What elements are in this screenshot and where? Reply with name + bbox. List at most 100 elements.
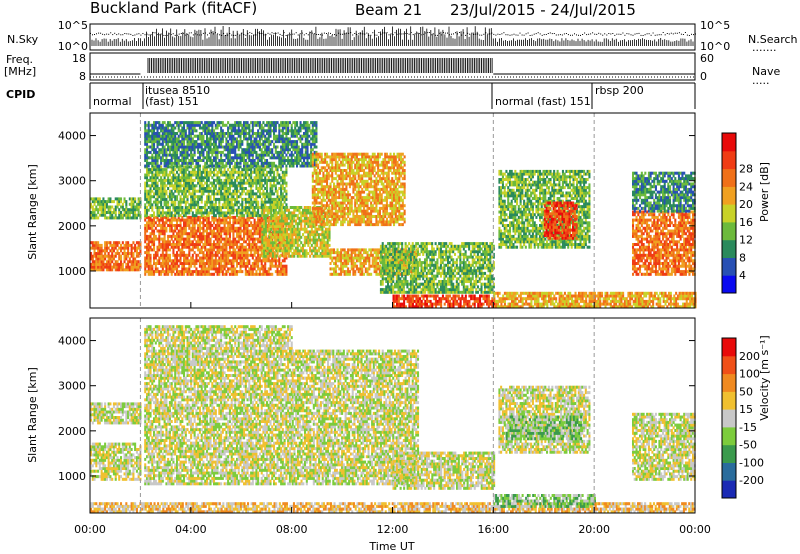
scatter-cell — [276, 134, 279, 138]
scatter-cell — [163, 256, 166, 260]
scatter-cell — [283, 132, 286, 136]
scatter-cell — [118, 213, 121, 217]
scatter-cell — [170, 259, 173, 263]
noise-search-dot — [507, 34, 509, 36]
scatter-cell — [223, 214, 226, 218]
noise-search-dot — [640, 34, 642, 36]
scatter-cell — [128, 260, 131, 264]
scatter-cell — [181, 156, 184, 160]
scatter-cell — [280, 245, 283, 249]
scatter-cell — [264, 178, 267, 182]
scatter-cell — [236, 153, 239, 157]
scatter-cell — [258, 226, 261, 230]
noise-search-dot — [348, 32, 350, 34]
scatter-cell — [102, 265, 105, 269]
scatter-cell — [243, 161, 246, 165]
noise-search-dot — [285, 35, 287, 36]
noise-search-dot — [184, 34, 186, 36]
scatter-cell — [255, 206, 258, 210]
scatter-cell — [228, 245, 231, 249]
scatter-cell — [209, 203, 212, 207]
scatter-cell — [116, 268, 119, 272]
scatter-cell — [204, 229, 207, 233]
scatter-cell — [202, 129, 205, 133]
scatter-cell — [221, 256, 224, 260]
noise-search-dot — [463, 32, 465, 34]
scatter-cell — [191, 168, 194, 172]
scatter-cell — [195, 208, 198, 212]
scatter-cell — [258, 153, 261, 157]
scatter-cell — [288, 140, 291, 144]
scatter-cell — [151, 240, 154, 244]
scatter-cell — [191, 126, 194, 130]
scatter-cell — [262, 164, 265, 168]
scatter-cell — [225, 256, 228, 260]
scatter-cell — [264, 168, 267, 172]
noise-search-dot — [543, 34, 545, 36]
scatter-cell — [209, 181, 212, 185]
scatter-cell — [123, 213, 126, 217]
scatter-cell — [170, 126, 173, 130]
scatter-cell — [172, 264, 175, 268]
noise-search-dot — [489, 33, 491, 35]
scatter-cell — [283, 126, 286, 130]
scatter-cell — [236, 243, 239, 247]
scatter-cell — [207, 132, 210, 136]
scatter-cell — [167, 140, 170, 144]
scatter-cell — [271, 176, 274, 180]
scatter-cell — [144, 150, 147, 154]
scatter-cell — [221, 251, 224, 255]
scatter-cell — [209, 187, 212, 191]
scatter-cell — [248, 197, 251, 201]
scatter-cell — [220, 173, 223, 177]
scatter-cell — [288, 164, 291, 168]
scatter-cell — [130, 243, 133, 247]
noise-search-dot — [227, 34, 229, 36]
scatter-cell — [151, 203, 154, 207]
scatter-cell — [91, 254, 94, 258]
scatter-cell — [181, 184, 184, 188]
scatter-cell — [197, 195, 200, 199]
scatter-cell — [112, 241, 115, 245]
scatter-cell — [283, 148, 286, 152]
scatter-cell — [184, 159, 187, 163]
scatter-cell — [292, 164, 295, 168]
scatter-cell — [271, 264, 274, 268]
scatter-cell — [202, 170, 205, 174]
scatter-cell — [104, 205, 107, 209]
nave-label: Nave — [752, 65, 780, 78]
scatter-cell — [90, 213, 93, 217]
scatter-cell — [197, 170, 200, 174]
scatter-cell — [255, 256, 258, 260]
scatter-cell — [271, 272, 274, 276]
scatter-cell — [176, 145, 179, 149]
scatter-cell — [269, 134, 272, 138]
scatter-cell — [255, 145, 258, 149]
scatter-cell — [104, 216, 107, 220]
scatter-cell — [280, 137, 283, 141]
scatter-cell — [181, 129, 184, 133]
scatter-cell — [230, 148, 233, 152]
scatter-cell — [118, 254, 121, 258]
scatter-cell — [170, 272, 173, 276]
scatter-cell — [176, 206, 179, 210]
scatter-cell — [200, 214, 203, 218]
scatter-cell — [165, 229, 168, 233]
scatter-cell — [218, 221, 221, 225]
scatter-cell — [186, 215, 189, 219]
scatter-cell — [236, 251, 239, 255]
scatter-cell — [280, 145, 283, 149]
scatter-cell — [183, 129, 186, 133]
scatter-cell — [186, 237, 189, 241]
scatter-cell — [160, 178, 163, 182]
scatter-cell — [149, 200, 152, 204]
noise-search-dot — [580, 34, 581, 36]
scatter-cell — [223, 184, 226, 188]
scatter-cell — [139, 216, 142, 220]
scatter-cell — [248, 218, 251, 222]
scatter-cell — [221, 237, 224, 241]
scatter-cell — [91, 246, 94, 250]
scatter-cell — [170, 200, 173, 204]
scatter-cell — [193, 178, 196, 182]
scatter-cell — [276, 272, 279, 276]
